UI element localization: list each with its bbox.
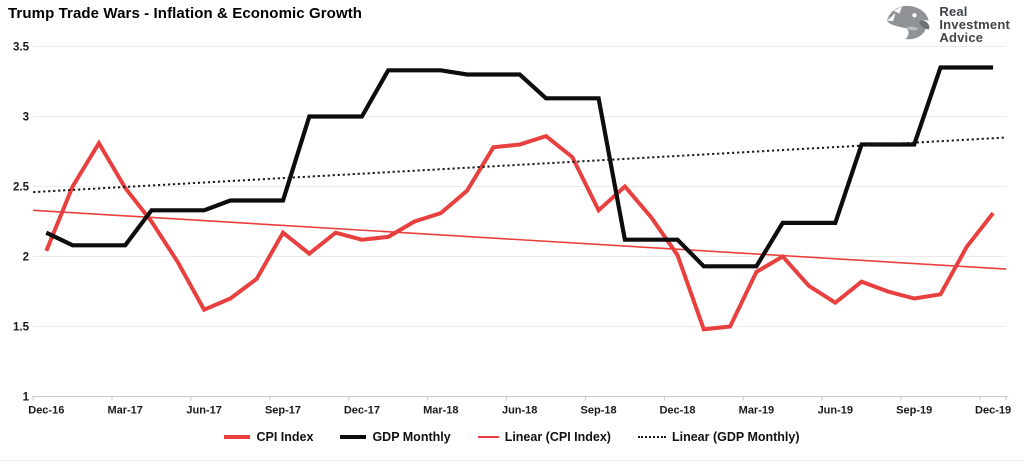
y-tick-label: 3.5	[13, 42, 30, 54]
x-tick-label: Sep-17	[265, 405, 301, 417]
y-tick-label: 2	[23, 252, 29, 264]
x-tick-label: Dec-19	[975, 405, 1011, 417]
logo-line: Real	[939, 3, 968, 19]
x-tick-label: Sep-19	[896, 405, 932, 417]
x-tick-label: Dec-18	[659, 405, 695, 417]
y-tick-label: 1.5	[13, 322, 30, 334]
ria-logo: Real Investment Advice	[882, 3, 1010, 45]
legend-item-gdp: GDP Monthly	[340, 430, 451, 444]
legend-label: Linear (CPI Index)	[504, 430, 611, 444]
x-tick-label: Dec-16	[28, 405, 64, 417]
logo-line: Investment	[939, 16, 1010, 32]
legend-label: CPI Index	[256, 430, 314, 444]
x-tick-label: Mar-19	[739, 405, 774, 417]
legend-label: GDP Monthly	[372, 430, 451, 444]
x-tick-label: Jun-19	[818, 405, 853, 417]
legend-swatch-gdp	[340, 435, 367, 439]
legend-swatch-linear-cpi	[477, 436, 499, 438]
legend-label: Linear (GDP Monthly)	[671, 430, 800, 444]
legend-swatch-linear-gdp	[637, 436, 666, 438]
y-tick-label: 2.5	[13, 182, 30, 194]
cpi-line	[44, 133, 995, 332]
legend-swatch-cpi	[224, 435, 251, 439]
x-tick-label: Dec-17	[344, 405, 380, 417]
logo-line: Advice	[939, 29, 984, 45]
chart-title: Trump Trade Wars - Inflation & Economic …	[8, 5, 363, 22]
x-tick-label: Sep-18	[581, 405, 617, 417]
legend-item-linear-cpi: Linear (CPI Index)	[477, 430, 611, 444]
legend-item-cpi: CPI Index	[224, 430, 313, 444]
gdp-line	[45, 65, 994, 269]
chart-legend: CPI Index GDP Monthly Linear (CPI Index)…	[0, 430, 1024, 444]
gdp-trend-line	[33, 136, 1007, 194]
x-tick-label: Mar-18	[423, 405, 458, 417]
cpi-trend-line	[33, 209, 1007, 270]
x-tick-label: Jun-17	[186, 405, 221, 417]
x-tick-label: Jun-18	[502, 405, 537, 417]
x-tick-label: Mar-17	[107, 405, 142, 417]
ria-logo-text: Real Investment Advice	[939, 5, 1010, 44]
y-tick-label: 3	[23, 112, 29, 124]
eagle-icon	[887, 5, 930, 40]
legend-item-linear-gdp: Linear (GDP Monthly)	[637, 430, 800, 444]
y-tick-label: 1	[23, 392, 30, 404]
